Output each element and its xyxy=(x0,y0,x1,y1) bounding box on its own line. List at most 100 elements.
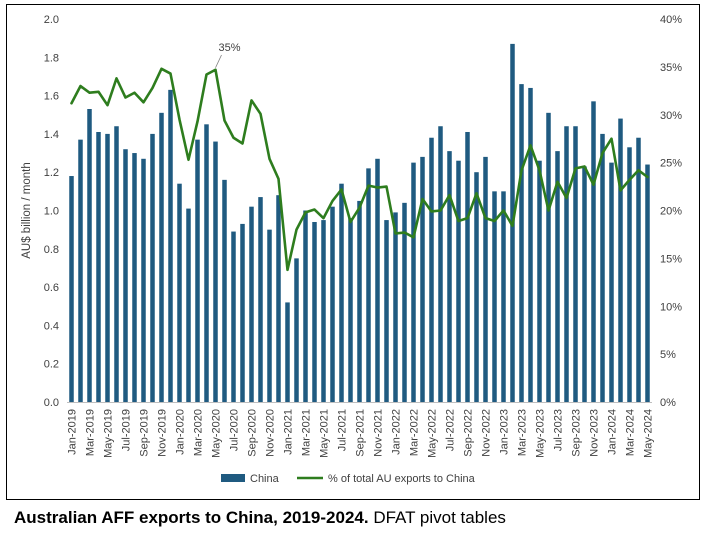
bar-china xyxy=(150,133,155,402)
x-tick-label: Jul-2022 xyxy=(445,409,457,451)
bar-china xyxy=(168,89,173,403)
bar-china xyxy=(618,118,623,402)
bar-china xyxy=(402,202,407,402)
bar-china xyxy=(429,137,434,403)
x-tick-label: Sep-2022 xyxy=(463,409,475,457)
x-tick-label: May-2021 xyxy=(319,409,331,458)
bar-china xyxy=(591,101,596,402)
y2-tick-label: 15% xyxy=(660,253,682,265)
bar-china xyxy=(87,109,92,402)
x-tick-label: May-2019 xyxy=(103,409,115,458)
y2-tick-label: 35% xyxy=(660,62,682,74)
bar-china xyxy=(420,156,425,402)
bar-china xyxy=(78,139,83,402)
x-tick-label: Nov-2022 xyxy=(481,409,493,457)
bar-china xyxy=(267,229,272,402)
bar-china xyxy=(438,126,443,403)
bar-china xyxy=(609,162,614,403)
bar-china xyxy=(501,191,506,402)
bar-china xyxy=(69,176,74,402)
bar-china xyxy=(204,124,209,402)
bar-china xyxy=(465,131,470,403)
x-tick-label: May-2024 xyxy=(643,409,655,458)
x-tick-label: Jul-2020 xyxy=(229,409,241,451)
bar-china xyxy=(159,112,164,402)
x-tick-label: Mar-2020 xyxy=(193,409,205,456)
bar-china xyxy=(447,151,452,402)
x-tick-label: Jan-2019 xyxy=(67,409,79,455)
y2-tick-label: 5% xyxy=(660,349,676,361)
y2-tick-label: 40% xyxy=(660,14,682,26)
x-tick-label: May-2022 xyxy=(427,409,439,458)
x-tick-label: Sep-2020 xyxy=(247,409,259,457)
legend-label-china: China xyxy=(250,473,280,485)
bar-china xyxy=(312,221,317,402)
bar-china xyxy=(627,147,632,402)
x-tick-label: Mar-2024 xyxy=(625,409,637,456)
y2-tick-label: 25% xyxy=(660,158,682,170)
x-tick-label: Nov-2021 xyxy=(373,409,385,457)
bar-china xyxy=(564,126,569,403)
y2-tick-label: 0% xyxy=(660,397,676,409)
y-tick-label: 1.0 xyxy=(44,206,59,218)
x-tick-label: Jan-2020 xyxy=(175,409,187,455)
y2-tick-label: 30% xyxy=(660,110,682,122)
bar-china xyxy=(321,220,326,402)
bar-china xyxy=(177,183,182,402)
bar-china xyxy=(384,220,389,402)
x-tick-label: Jul-2019 xyxy=(121,409,133,451)
y-tick-label: 0.0 xyxy=(44,397,59,409)
bar-china xyxy=(555,151,560,402)
legend-label-share: % of total AU exports to China xyxy=(328,473,476,485)
x-tick-label: May-2020 xyxy=(211,409,223,458)
y2-tick-label: 20% xyxy=(660,206,682,218)
bar-china xyxy=(105,133,110,402)
x-tick-label: Nov-2019 xyxy=(157,409,169,457)
bar-china xyxy=(303,210,308,402)
bar-china xyxy=(186,208,191,402)
x-tick-label: Mar-2021 xyxy=(301,409,313,456)
annotation-leader xyxy=(215,54,222,68)
bar-china xyxy=(456,160,461,402)
y-tick-label: 0.8 xyxy=(44,244,59,256)
y2-tick-label: 10% xyxy=(660,301,682,313)
x-tick-label: Jul-2021 xyxy=(337,409,349,451)
bar-china xyxy=(222,179,227,402)
bar-china xyxy=(141,158,146,402)
bar-china xyxy=(573,126,578,403)
bar-china xyxy=(393,212,398,402)
bar-china xyxy=(483,156,488,402)
bar-china xyxy=(492,191,497,402)
bar-china xyxy=(582,166,587,402)
bar-china xyxy=(600,133,605,402)
chart-svg: 0.0 0.2 0.4 0.6 0.8 1.0 1.2 1.4 1.6 1.8 2.0 0% 5% 10%… xyxy=(21,14,682,485)
x-tick-label: Mar-2023 xyxy=(517,409,529,456)
x-tick-label: Mar-2022 xyxy=(409,409,421,456)
y-tick-label: 0.4 xyxy=(44,320,59,332)
y-axis-title: AU$ billion / month xyxy=(21,162,33,259)
bar-china xyxy=(348,218,353,402)
bar-china xyxy=(366,168,371,402)
y-tick-label: 0.6 xyxy=(44,282,59,294)
bar-china xyxy=(231,231,236,402)
bar-china xyxy=(636,137,641,403)
x-tick-label: May-2023 xyxy=(535,409,547,458)
y-tick-label: 1.4 xyxy=(44,129,59,141)
bar-china xyxy=(528,87,533,402)
x-tick-label: Jan-2023 xyxy=(499,409,511,455)
x-tick-label: Jan-2022 xyxy=(391,409,403,455)
bar-china xyxy=(375,158,380,402)
bar-china xyxy=(474,172,479,402)
annotation-label: 35% xyxy=(218,42,240,54)
x-tick-label: Jul-2023 xyxy=(553,409,565,451)
x-tick-label: Nov-2020 xyxy=(265,409,277,457)
bar-china xyxy=(114,126,119,403)
legend-swatch-china xyxy=(221,474,245,482)
x-tick-label: Jan-2024 xyxy=(607,409,619,455)
x-tick-label: Mar-2019 xyxy=(85,409,97,456)
x-tick-label: Sep-2019 xyxy=(139,409,151,457)
bar-china xyxy=(294,258,299,403)
y-tick-label: 0.2 xyxy=(44,359,59,371)
bar-china xyxy=(249,206,254,402)
caption-source: DFAT pivot tables xyxy=(368,508,506,527)
